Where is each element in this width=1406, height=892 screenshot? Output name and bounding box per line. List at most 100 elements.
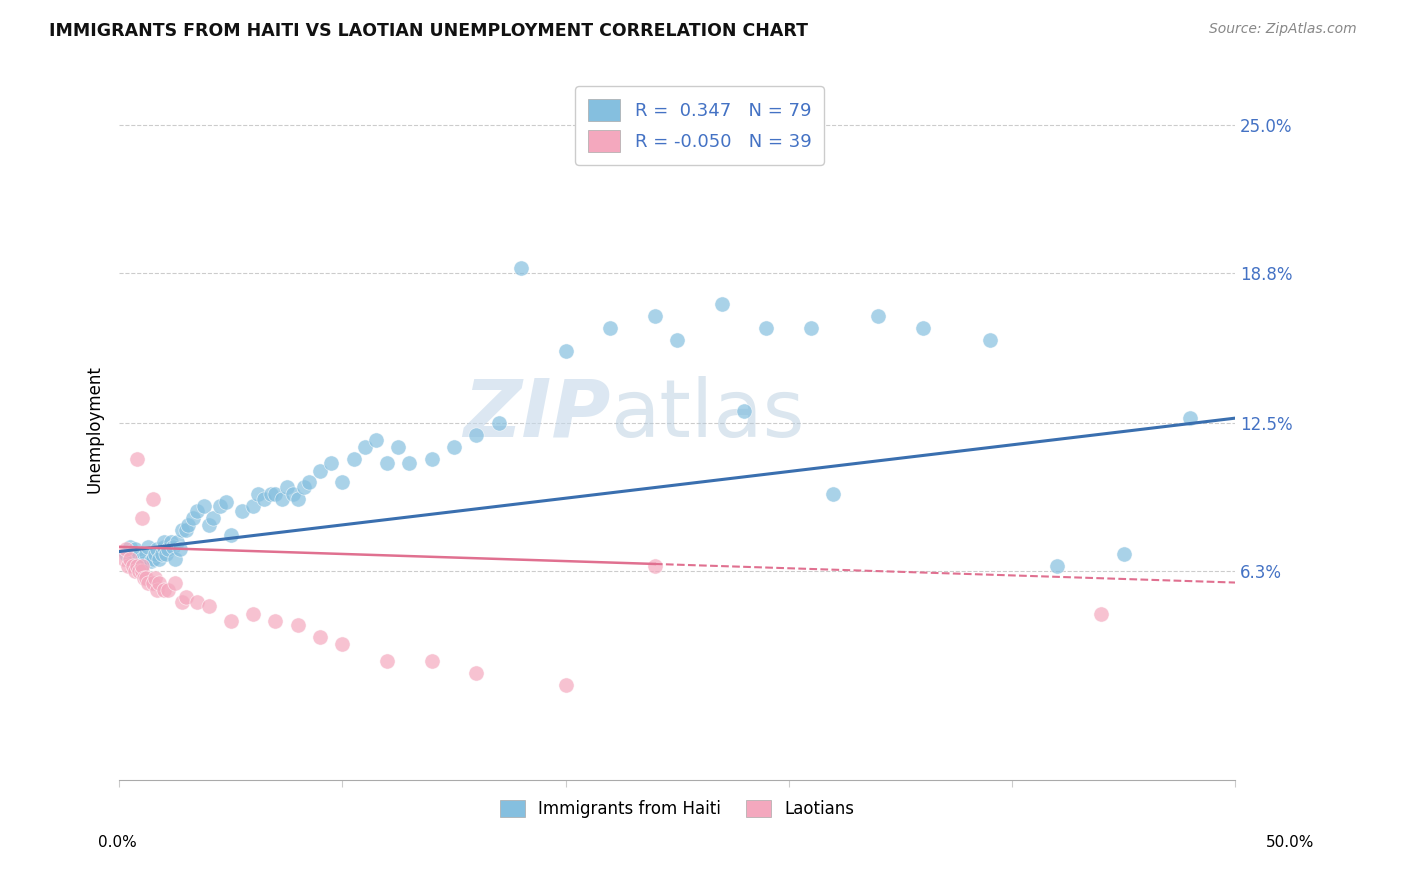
Point — [157, 542, 180, 557]
Point — [142, 492, 165, 507]
Point — [866, 309, 889, 323]
Point — [264, 487, 287, 501]
Point — [823, 487, 845, 501]
Point — [127, 451, 149, 466]
Point — [332, 638, 354, 652]
Point — [120, 551, 142, 566]
Point — [143, 547, 166, 561]
Point — [276, 480, 298, 494]
Point — [979, 333, 1001, 347]
Text: ZIP: ZIP — [463, 376, 610, 454]
Point — [124, 542, 146, 557]
Point — [131, 558, 153, 573]
Point — [128, 564, 150, 578]
Point — [166, 535, 188, 549]
Point — [755, 320, 778, 334]
Point — [170, 523, 193, 537]
Point — [208, 500, 231, 514]
Point — [155, 547, 177, 561]
Point — [115, 547, 138, 561]
Point — [387, 440, 409, 454]
Point — [219, 614, 242, 628]
Point — [170, 594, 193, 608]
Point — [136, 540, 159, 554]
Point — [644, 558, 666, 573]
Point — [120, 540, 142, 554]
Point — [162, 540, 184, 554]
Point — [246, 487, 269, 501]
Point — [219, 528, 242, 542]
Point — [510, 261, 533, 276]
Point — [131, 564, 153, 578]
Point — [153, 582, 176, 597]
Point — [197, 599, 219, 614]
Point — [465, 427, 488, 442]
Point — [135, 547, 157, 561]
Point — [193, 500, 215, 514]
Point — [666, 333, 689, 347]
Point — [143, 571, 166, 585]
Point — [112, 551, 135, 566]
Point — [153, 535, 176, 549]
Point — [264, 614, 287, 628]
Point — [174, 523, 197, 537]
Point — [186, 594, 208, 608]
Point — [644, 106, 666, 120]
Point — [710, 297, 733, 311]
Point — [1090, 607, 1112, 621]
Point — [115, 542, 138, 557]
Point — [215, 494, 238, 508]
Point — [283, 487, 305, 501]
Point — [309, 631, 332, 645]
Point — [375, 457, 398, 471]
Point — [174, 590, 197, 604]
Point — [146, 542, 169, 557]
Point — [131, 558, 153, 573]
Point — [465, 666, 488, 681]
Point — [287, 492, 309, 507]
Point — [242, 607, 264, 621]
Point — [398, 457, 420, 471]
Point — [146, 582, 169, 597]
Point — [554, 678, 576, 692]
Point — [364, 433, 387, 447]
Point — [153, 540, 176, 554]
Point — [1045, 558, 1067, 573]
Point — [148, 551, 170, 566]
Point — [132, 557, 155, 571]
Point — [124, 564, 146, 578]
Point — [309, 464, 332, 478]
Point — [420, 451, 443, 466]
Point — [353, 440, 375, 454]
Point — [121, 551, 143, 566]
Point — [139, 554, 162, 568]
Point — [131, 551, 153, 566]
Point — [142, 575, 165, 590]
Point — [298, 475, 321, 490]
Point — [554, 344, 576, 359]
Point — [375, 654, 398, 668]
Text: Source: ZipAtlas.com: Source: ZipAtlas.com — [1209, 22, 1357, 37]
Point — [911, 320, 934, 334]
Point — [260, 487, 283, 501]
Point — [420, 654, 443, 668]
Point — [148, 575, 170, 590]
Point — [186, 504, 208, 518]
Point — [1180, 411, 1202, 425]
Point — [177, 518, 200, 533]
Text: IMMIGRANTS FROM HAITI VS LAOTIAN UNEMPLOYMENT CORRELATION CHART: IMMIGRANTS FROM HAITI VS LAOTIAN UNEMPLO… — [49, 22, 808, 40]
Point — [271, 492, 294, 507]
Point — [242, 500, 264, 514]
Point — [231, 504, 253, 518]
Text: 0.0%: 0.0% — [98, 836, 138, 850]
Point — [733, 404, 755, 418]
Point — [165, 551, 187, 566]
Point — [132, 571, 155, 585]
Point — [117, 558, 139, 573]
Point — [321, 457, 343, 471]
Point — [165, 575, 187, 590]
Point — [128, 547, 150, 561]
Point — [294, 480, 316, 494]
Point — [159, 535, 181, 549]
Point — [443, 440, 465, 454]
